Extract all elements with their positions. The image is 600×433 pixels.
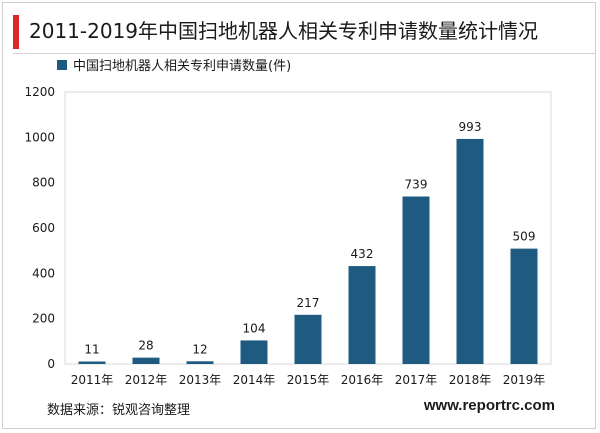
chart-title: 2011-2019年中国扫地机器人相关专利申请数量统计情况 — [29, 19, 539, 43]
data-label: 739 — [405, 177, 428, 191]
bar — [510, 248, 538, 364]
x-tick-label: 2014年 — [233, 373, 276, 387]
legend: 中国扫地机器人相关专利申请数量(件) — [57, 55, 291, 74]
bar-chart: 0 200 400 600 800 1000 1200 11 2011年 28 2012年 12 201… — [24, 85, 552, 387]
data-label: 12 — [192, 342, 207, 356]
data-label: 217 — [297, 296, 320, 310]
y-tick-label: 0 — [47, 357, 55, 371]
title-divider — [13, 53, 595, 54]
x-tick-label: 2012年 — [125, 373, 168, 387]
y-tick-label: 400 — [32, 266, 55, 280]
y-tick-label: 800 — [32, 176, 55, 190]
x-tick-label: 2015年 — [287, 373, 330, 387]
data-label: 11 — [84, 343, 99, 357]
website-url: www.reportrc.com — [423, 397, 555, 414]
bar — [186, 361, 214, 364]
title-accent-bar — [13, 15, 19, 49]
x-tick-label: 2011年 — [71, 373, 114, 387]
y-tick-label: 600 — [32, 221, 55, 235]
bar — [456, 138, 484, 364]
y-tick-label: 1200 — [24, 85, 55, 99]
data-label: 509 — [513, 230, 536, 244]
chart-frame: 2011-2019年中国扫地机器人相关专利申请数量统计情况 中国扫地机器人相关专… — [2, 2, 596, 429]
data-label: 993 — [459, 120, 482, 134]
legend-label: 中国扫地机器人相关专利申请数量(件) — [73, 59, 292, 74]
y-tick-label: 1000 — [24, 130, 55, 144]
bar — [240, 340, 268, 364]
x-tick-label: 2016年 — [341, 373, 384, 387]
data-label: 28 — [138, 339, 153, 353]
y-tick-label: 200 — [32, 312, 55, 326]
data-label: 104 — [243, 321, 266, 335]
legend-swatch — [57, 59, 67, 70]
x-tick-label: 2019年 — [503, 373, 546, 387]
bar — [78, 361, 106, 364]
x-tick-label: 2013年 — [179, 373, 222, 387]
x-tick-label: 2017年 — [395, 373, 438, 387]
bar — [348, 266, 376, 364]
bar — [132, 357, 160, 364]
data-source: 数据来源：锐观咨询整理 — [47, 403, 191, 418]
bar — [294, 314, 322, 364]
x-tick-label: 2018年 — [449, 373, 492, 387]
bar — [402, 196, 430, 364]
data-label: 432 — [351, 247, 374, 261]
